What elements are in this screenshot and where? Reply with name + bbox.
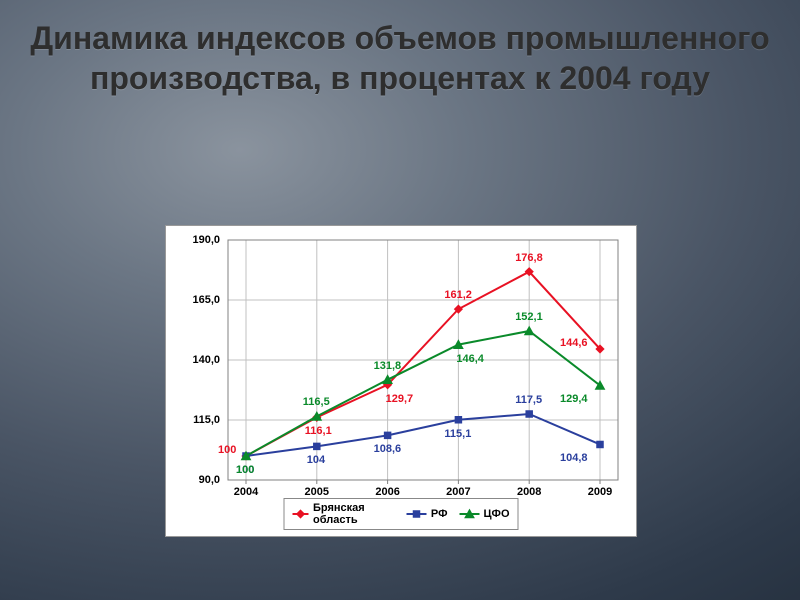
data-point-label: 104 xyxy=(307,454,325,466)
data-point-label: 115,1 xyxy=(444,428,471,440)
data-point-label: 176,8 xyxy=(515,252,543,264)
y-axis-tick-label: 115,0 xyxy=(193,414,220,426)
slide-background: Динамика индексов объемов промышленного … xyxy=(0,0,800,600)
y-axis-tick-label: 190,0 xyxy=(192,234,220,246)
legend-item: РФ xyxy=(407,508,448,520)
chart-svg xyxy=(228,240,618,480)
legend-item: ЦФО xyxy=(460,508,510,520)
data-point-label: 100 xyxy=(218,444,236,456)
y-axis-tick-label: 165,0 xyxy=(192,294,220,306)
x-axis-tick-label: 2004 xyxy=(234,486,258,498)
x-axis-tick-label: 2008 xyxy=(517,486,541,498)
data-point-label: 144,6 xyxy=(560,337,588,349)
data-point-label: 104,8 xyxy=(560,452,588,464)
data-point-label: 152,1 xyxy=(515,311,543,323)
data-point-label: 131,8 xyxy=(374,360,402,372)
data-point-label: 146,4 xyxy=(456,353,484,365)
data-point-label: 108,6 xyxy=(374,443,402,455)
x-axis-tick-label: 2005 xyxy=(305,486,329,498)
data-point-label: 129,7 xyxy=(386,393,414,405)
data-point-label: 161,2 xyxy=(444,289,472,301)
legend-label: Брянская область xyxy=(313,502,395,526)
plot-area: 90,0115,0140,0165,0190,02004200520062007… xyxy=(228,240,618,480)
data-point-label: 116,1 xyxy=(305,425,332,437)
data-point-label: 116,5 xyxy=(303,396,330,408)
data-point-label: 117,5 xyxy=(515,394,542,406)
legend: Брянская область РФ ЦФО xyxy=(284,498,519,530)
legend-swatch xyxy=(293,513,309,515)
chart-container: 90,0 115,0 140,0 165,0 190,0 2004 2005 2006 2007… xyxy=(165,225,637,537)
data-point-label: 129,4 xyxy=(560,393,588,405)
y-axis-tick-label: 90,0 xyxy=(199,474,220,486)
y-axis-tick-label: 140,0 xyxy=(192,354,220,366)
legend-swatch xyxy=(407,513,427,515)
slide-title: Динамика индексов объемов промышленного … xyxy=(0,18,800,98)
legend-item: Брянская область xyxy=(293,502,395,526)
legend-label: ЦФО xyxy=(484,508,510,520)
data-point-label: 100 xyxy=(236,464,254,476)
x-axis-tick-label: 2006 xyxy=(375,486,399,498)
x-axis-tick-label: 2009 xyxy=(588,486,612,498)
x-axis-tick-label: 2007 xyxy=(446,486,470,498)
legend-label: РФ xyxy=(431,508,448,520)
legend-swatch xyxy=(460,513,480,515)
